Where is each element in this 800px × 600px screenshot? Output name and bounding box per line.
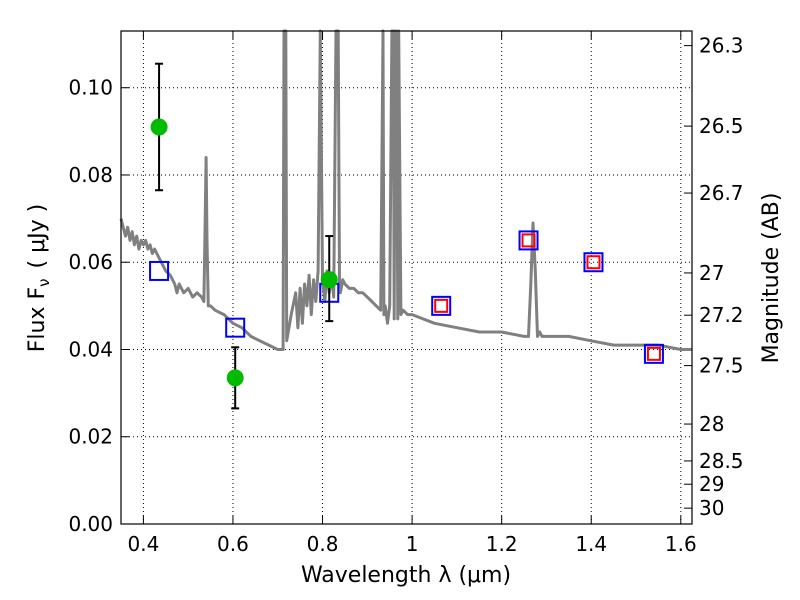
magnitude-tick-label: 28 bbox=[699, 412, 724, 436]
observed-flux-square bbox=[434, 298, 449, 313]
model-flux-square bbox=[583, 252, 604, 273]
model-flux-square bbox=[225, 317, 246, 338]
x-tick-label: 0.6 bbox=[217, 532, 249, 556]
magnitude-tick-label: 27.2 bbox=[699, 303, 744, 327]
detection-point bbox=[226, 369, 244, 387]
y-tick-label: 0.02 bbox=[68, 425, 113, 449]
y-tick-label: 0.00 bbox=[68, 512, 113, 536]
magnitude-tick-label: 26.3 bbox=[699, 34, 744, 58]
x-axis-label: Wavelength λ (μm) bbox=[301, 563, 511, 588]
right-axis-label: Magnitude (AB) bbox=[759, 193, 784, 364]
x-tick-label: 1.2 bbox=[486, 532, 518, 556]
magnitude-tick-label: 27 bbox=[699, 261, 724, 285]
x-tick-label: 0.4 bbox=[127, 532, 159, 556]
x-tick-label: 1 bbox=[406, 532, 419, 556]
y-axis-label-subscript: ν bbox=[35, 278, 53, 286]
observed-flux-square bbox=[646, 346, 661, 361]
detection-point bbox=[320, 271, 338, 289]
y-axis-label-unit: ( μJy ) bbox=[25, 204, 50, 269]
model-flux-square bbox=[518, 230, 539, 251]
model-flux-square bbox=[643, 343, 664, 364]
y-tick-label: 0.10 bbox=[68, 76, 113, 100]
observed-flux-square bbox=[586, 255, 601, 270]
x-tick-label: 1.6 bbox=[665, 532, 697, 556]
model-flux-square bbox=[149, 260, 170, 281]
photometry-markers-layer bbox=[149, 62, 664, 410]
magnitude-tick-label: 26.5 bbox=[699, 114, 744, 138]
y-axis-label-main: Flux F bbox=[25, 287, 50, 352]
x-tick-label: 1.4 bbox=[575, 532, 607, 556]
axis-ticks: 0.4 0.6 0.8 1 1.2 1.4 1.6 0.00 0.02 0.04 0.06 0.08 0… bbox=[68, 31, 744, 556]
spectrum-line bbox=[119, 29, 692, 351]
magnitude-tick-label: 30 bbox=[699, 496, 724, 520]
magnitude-tick-label: 29 bbox=[699, 472, 724, 496]
plot-frame bbox=[120, 30, 693, 525]
y-tick-label: 0.06 bbox=[68, 250, 113, 274]
y-axis-label: Flux Fν ( μJy ) bbox=[25, 204, 53, 352]
y-tick-label: 0.04 bbox=[68, 337, 113, 361]
magnitude-tick-label: 28.5 bbox=[699, 449, 744, 473]
axes-frame bbox=[120, 30, 693, 525]
model-flux-square bbox=[431, 295, 452, 316]
y-tick-label: 0.08 bbox=[68, 163, 113, 187]
x-tick-label: 0.8 bbox=[307, 532, 339, 556]
magnitude-tick-label: 27.5 bbox=[699, 354, 744, 378]
detection-point bbox=[150, 118, 168, 136]
spectrum-line-layer bbox=[119, 29, 692, 351]
observed-flux-square bbox=[521, 233, 536, 248]
magnitude-tick-label: 26.7 bbox=[699, 181, 744, 205]
